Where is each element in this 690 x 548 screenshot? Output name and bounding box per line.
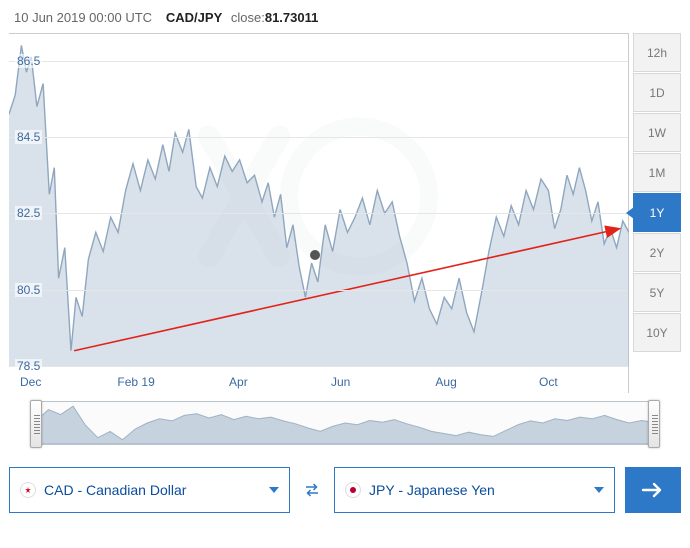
caret-down-icon xyxy=(269,487,279,493)
y-tick-label: 84.5 xyxy=(15,130,42,144)
x-tick-label: Dec xyxy=(20,375,41,389)
y-tick-label: 78.5 xyxy=(15,359,42,373)
from-currency-label: CAD - Canadian Dollar xyxy=(44,482,186,498)
currency-row: CAD - Canadian Dollar JPY - Japanese Yen xyxy=(9,467,681,513)
timeframe-10y[interactable]: 10Y xyxy=(633,313,681,352)
close-value: 81.73011 xyxy=(265,10,319,25)
swap-button[interactable] xyxy=(300,478,324,502)
caret-down-icon xyxy=(594,487,604,493)
timeframe-panel: 12h1D1W1M1Y2Y5Y10Y xyxy=(633,33,681,353)
from-currency-select[interactable]: CAD - Canadian Dollar xyxy=(9,467,290,513)
pair-symbol: CAD/JPY xyxy=(166,10,222,25)
x-tick-label: Feb 19 xyxy=(117,375,154,389)
cursor-dot xyxy=(310,250,320,260)
chart-header: 10 Jun 2019 00:00 UTC CAD/JPY close:81.7… xyxy=(8,6,682,33)
timeframe-1m[interactable]: 1M xyxy=(633,153,681,192)
timeframe-2y[interactable]: 2Y xyxy=(633,233,681,272)
flag-cad-icon xyxy=(20,482,36,498)
x-tick-label: Apr xyxy=(229,375,248,389)
range-navigator[interactable] xyxy=(35,401,655,445)
x-tick-label: Jun xyxy=(331,375,350,389)
swap-icon xyxy=(303,481,321,499)
timeframe-1y[interactable]: 1Y xyxy=(633,193,681,232)
timeframe-12h[interactable]: 12h xyxy=(633,33,681,72)
navigator-handle-right[interactable] xyxy=(648,400,660,448)
x-tick-label: Oct xyxy=(539,375,558,389)
y-tick-label: 82.5 xyxy=(15,206,42,220)
to-currency-select[interactable]: JPY - Japanese Yen xyxy=(334,467,615,513)
timeframe-5y[interactable]: 5Y xyxy=(633,273,681,312)
to-currency-label: JPY - Japanese Yen xyxy=(369,482,495,498)
go-button[interactable] xyxy=(625,467,681,513)
timestamp: 10 Jun 2019 00:00 UTC xyxy=(14,10,152,25)
flag-jpy-icon xyxy=(345,482,361,498)
x-tick-label: Aug xyxy=(435,375,456,389)
close-label: close: xyxy=(231,10,265,25)
timeframe-1w[interactable]: 1W xyxy=(633,113,681,152)
chart-area: 78.5 80.5 82.5 84.5 86.5 Dec Feb 19 Apr Jun Aug Oc… xyxy=(9,33,681,393)
timeframe-1d[interactable]: 1D xyxy=(633,73,681,112)
y-tick-label: 86.5 xyxy=(15,54,42,68)
chart-widget: 10 Jun 2019 00:00 UTC CAD/JPY close:81.7… xyxy=(0,0,690,548)
navigator-handle-left[interactable] xyxy=(30,400,42,448)
navigator-svg xyxy=(36,402,654,444)
arrow-right-icon xyxy=(641,481,665,499)
chart-plot[interactable]: 78.5 80.5 82.5 84.5 86.5 Dec Feb 19 Apr Jun Aug Oc… xyxy=(9,33,629,393)
y-tick-label: 80.5 xyxy=(15,283,42,297)
